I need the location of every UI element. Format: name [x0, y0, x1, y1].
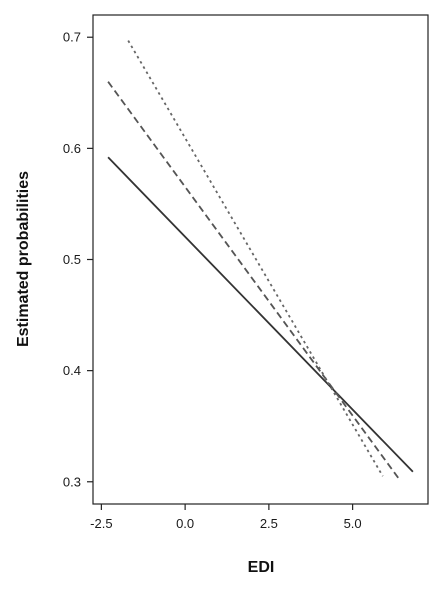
plot-frame [92, 14, 429, 505]
x-tick-label: -2.5 [90, 516, 112, 531]
x-axis-title: EDI [248, 559, 275, 576]
y-tick-label: 0.5 [63, 252, 81, 267]
y-axis-ticks: 0.3 0.4 0.5 0.6 0.7 [63, 30, 93, 489]
y-tick-label: 0.3 [63, 474, 81, 489]
y-tick-label: 0.4 [63, 363, 81, 378]
y-axis-title: Estimated probabilities [15, 171, 32, 347]
x-axis-ticks: -2.5 0.0 2.5 5.0 [90, 504, 362, 531]
x-tick-label: 0.0 [176, 516, 194, 531]
series-lines [107, 40, 414, 481]
series-line-solid [107, 156, 414, 473]
x-tick-label: 5.0 [344, 516, 362, 531]
y-tick-label: 0.6 [63, 141, 81, 156]
series-line-dashed [107, 81, 401, 481]
y-tick-label: 0.7 [63, 30, 81, 45]
x-tick-label: 2.5 [260, 516, 278, 531]
series-line-dotted [127, 40, 384, 477]
